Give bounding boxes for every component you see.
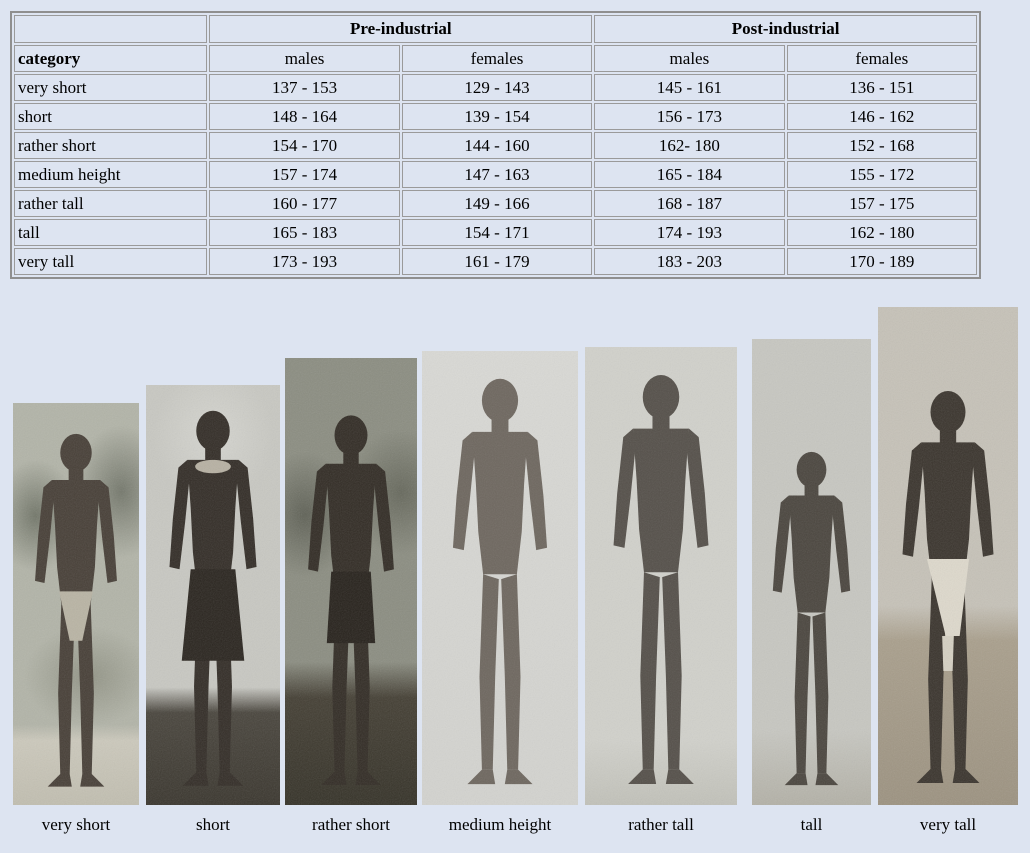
row-category: medium height	[14, 161, 208, 188]
cell-pre-males: 154 - 170	[209, 132, 400, 159]
cell-pre-females: 161 - 179	[401, 248, 593, 275]
man-silhouette-rather-short-icon	[285, 358, 417, 805]
cell-pre-males: 137 - 153	[209, 74, 400, 101]
row-category: rather tall	[14, 190, 208, 217]
cell-post-females: 157 - 175	[786, 190, 977, 217]
pre-males-column-header: males	[209, 45, 400, 72]
cell-post-females: 146 - 162	[786, 103, 977, 130]
cell-post-females: 170 - 189	[786, 248, 977, 275]
table-row: very short 137 - 153 129 - 143 145 - 161…	[14, 74, 977, 101]
row-category: very short	[14, 74, 208, 101]
cell-pre-females: 144 - 160	[401, 132, 593, 159]
table-row: medium height 157 - 174 147 - 163 165 - …	[14, 161, 977, 188]
photo-tall	[752, 339, 871, 805]
man-silhouette-rather-tall-icon	[585, 347, 737, 805]
row-category: short	[14, 103, 208, 130]
caption-medium-height: medium height	[448, 815, 552, 834]
post-males-column-header: males	[594, 45, 785, 72]
caption-tall: tall	[800, 815, 823, 834]
man-silhouette-very-short-icon	[13, 403, 139, 805]
table-row: rather short 154 - 170 144 - 160 162- 18…	[14, 132, 977, 159]
man-silhouette-tall-icon	[752, 339, 871, 805]
cell-pre-females: 129 - 143	[401, 74, 593, 101]
cell-post-males: 165 - 184	[594, 161, 785, 188]
caption-very-tall: very tall	[919, 815, 977, 834]
cell-post-females: 136 - 151	[786, 74, 977, 101]
caption-very-short: very short	[41, 815, 111, 834]
man-silhouette-very-tall-icon	[878, 307, 1018, 805]
table-row: short 148 - 164 139 - 154 156 - 173 146 …	[14, 103, 977, 130]
caption-rather-tall: rather tall	[628, 815, 694, 834]
cell-post-females: 152 - 168	[786, 132, 977, 159]
height-categories-table: Pre-industrial Post-industrial category …	[10, 11, 981, 279]
man-silhouette-short-icon	[146, 385, 280, 805]
pre-females-column-header: females	[401, 45, 593, 72]
row-category: very tall	[14, 248, 208, 275]
row-category: rather short	[14, 132, 208, 159]
caption-short: short	[196, 815, 230, 834]
table-row: rather tall 160 - 177 149 - 166 168 - 18…	[14, 190, 977, 217]
cell-pre-females: 149 - 166	[401, 190, 593, 217]
cell-pre-males: 165 - 183	[209, 219, 400, 246]
photo-very-short	[13, 403, 139, 805]
row-category: tall	[14, 219, 208, 246]
photo-very-tall	[878, 307, 1018, 805]
cell-post-males: 145 - 161	[594, 74, 785, 101]
category-column-header: category	[14, 45, 208, 72]
cell-post-males: 168 - 187	[594, 190, 785, 217]
table-row: very tall 173 - 193 161 - 179 183 - 203 …	[14, 248, 977, 275]
cell-pre-females: 154 - 171	[401, 219, 593, 246]
cell-pre-males: 148 - 164	[209, 103, 400, 130]
post-females-column-header: females	[786, 45, 977, 72]
caption-rather-short: rather short	[312, 815, 390, 834]
table-row-column-headers: category males females males females	[14, 45, 977, 72]
photo-rather-short	[285, 358, 417, 805]
cell-post-females: 155 - 172	[786, 161, 977, 188]
cell-post-males: 174 - 193	[594, 219, 785, 246]
cell-post-males: 183 - 203	[594, 248, 785, 275]
cell-pre-females: 139 - 154	[401, 103, 593, 130]
cell-pre-males: 160 - 177	[209, 190, 400, 217]
cell-post-males: 162- 180	[594, 132, 785, 159]
cell-pre-males: 173 - 193	[209, 248, 400, 275]
photo-medium-height	[422, 351, 578, 805]
table-row: tall 165 - 183 154 - 171 174 - 193 162 -…	[14, 219, 977, 246]
cell-pre-females: 147 - 163	[401, 161, 593, 188]
cell-post-males: 156 - 173	[594, 103, 785, 130]
cell-post-females: 162 - 180	[786, 219, 977, 246]
photo-rather-tall	[585, 347, 737, 805]
photo-short	[146, 385, 280, 805]
post-industrial-header: Post-industrial	[594, 15, 977, 43]
cell-pre-males: 157 - 174	[209, 161, 400, 188]
table-row-group-headers: Pre-industrial Post-industrial	[14, 15, 977, 43]
man-silhouette-medium-height-icon	[422, 351, 578, 805]
empty-corner-cell	[14, 15, 208, 43]
pre-industrial-header: Pre-industrial	[209, 15, 593, 43]
